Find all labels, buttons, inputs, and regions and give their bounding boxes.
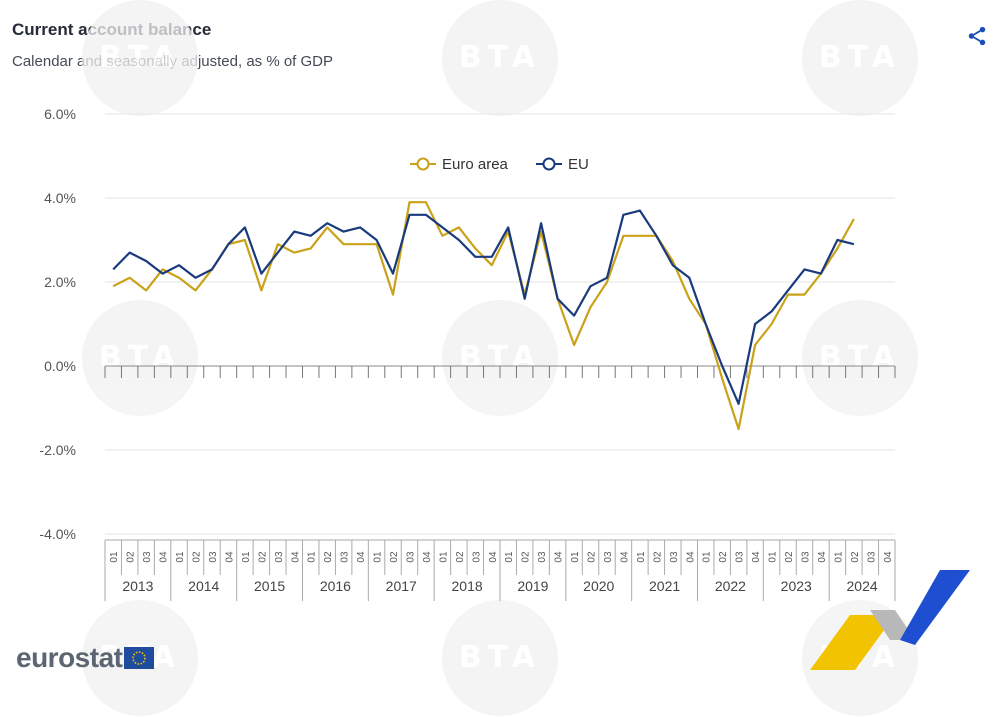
quarter-tick-label: 03 xyxy=(735,551,746,563)
quarter-tick-label: 02 xyxy=(850,551,861,563)
quarter-tick-label: 01 xyxy=(307,551,318,563)
quarter-tick-label: 01 xyxy=(636,551,647,563)
quarter-tick-label: 02 xyxy=(784,551,795,563)
eu-flag-icon xyxy=(124,647,155,669)
quarter-tick-label: 02 xyxy=(257,551,268,563)
quarter-tick-label: 04 xyxy=(159,551,170,563)
logo-text: eurostat xyxy=(16,642,123,673)
quarter-tick-label: 04 xyxy=(817,551,828,563)
year-tick-label: 2022 xyxy=(715,578,746,594)
y-tick-label: 4.0% xyxy=(44,190,76,206)
y-tick-label: 6.0% xyxy=(44,106,76,122)
year-tick-label: 2014 xyxy=(188,578,219,594)
quarter-tick-label: 02 xyxy=(192,551,203,563)
year-tick-label: 2013 xyxy=(122,578,153,594)
quarter-tick-label: 01 xyxy=(833,551,844,563)
year-tick-label: 2023 xyxy=(781,578,812,594)
watermark: BTA xyxy=(802,300,918,416)
year-tick-label: 2020 xyxy=(583,578,614,594)
quarter-tick-label: 01 xyxy=(570,551,581,563)
quarter-tick-label: 03 xyxy=(208,551,219,563)
year-tick-label: 2018 xyxy=(452,578,483,594)
quarter-tick-label: 04 xyxy=(751,551,762,563)
quarter-tick-label: 02 xyxy=(389,551,400,563)
quarter-tick-label: 04 xyxy=(224,551,235,563)
quarter-tick-label: 01 xyxy=(373,551,384,563)
quarter-tick-label: 03 xyxy=(471,551,482,563)
quarter-tick-label: 02 xyxy=(521,551,532,563)
quarter-tick-label: 02 xyxy=(718,551,729,563)
quarter-tick-label: 02 xyxy=(126,551,137,563)
quarter-tick-label: 04 xyxy=(422,551,433,563)
watermark: BTA xyxy=(442,600,558,716)
quarter-tick-label: 03 xyxy=(603,551,614,563)
quarter-tick-label: 03 xyxy=(405,551,416,563)
quarter-tick-label: 01 xyxy=(768,551,779,563)
y-tick-label: -4.0% xyxy=(39,526,76,542)
quarter-tick-label: 01 xyxy=(241,551,252,563)
quarter-tick-label: 04 xyxy=(488,551,499,563)
quarter-tick-label: 03 xyxy=(800,551,811,563)
legend-label: Euro area xyxy=(442,156,509,173)
quarter-tick-label: 01 xyxy=(702,551,713,563)
quarter-tick-label: 03 xyxy=(537,551,548,563)
quarter-tick-label: 02 xyxy=(587,551,598,563)
watermark: BTA xyxy=(802,0,918,116)
year-tick-label: 2016 xyxy=(320,578,351,594)
legend-label: EU xyxy=(568,156,589,173)
watermark: BTA xyxy=(442,0,558,116)
quarter-tick-label: 02 xyxy=(323,551,334,563)
year-tick-label: 2024 xyxy=(847,578,878,594)
y-tick-label: 2.0% xyxy=(44,274,76,290)
series-line-eu xyxy=(112,209,855,405)
quarter-tick-label: 04 xyxy=(356,551,367,563)
quarter-tick-label: 04 xyxy=(290,551,301,563)
share-icon[interactable] xyxy=(966,25,988,47)
quarter-tick-label: 02 xyxy=(652,551,663,563)
year-tick-label: 2021 xyxy=(649,578,680,594)
quarter-tick-label: 01 xyxy=(109,551,120,563)
year-tick-label: 2015 xyxy=(254,578,285,594)
year-tick-label: 2017 xyxy=(386,578,417,594)
quarter-tick-label: 04 xyxy=(554,551,565,563)
series-line-euro-area xyxy=(112,201,855,431)
quarter-tick-label: 04 xyxy=(883,551,894,563)
legend-symbol-marker xyxy=(542,157,556,171)
quarter-tick-label: 01 xyxy=(504,551,515,563)
year-tick-label: 2019 xyxy=(517,578,548,594)
quarter-tick-label: 03 xyxy=(340,551,351,563)
y-tick-label: 0.0% xyxy=(44,358,76,374)
watermark: BTA xyxy=(442,300,558,416)
quarter-tick-label: 03 xyxy=(669,551,680,563)
quarter-tick-label: 03 xyxy=(274,551,285,563)
quarter-tick-label: 04 xyxy=(685,551,696,563)
quarter-tick-label: 01 xyxy=(175,551,186,563)
quarter-tick-label: 03 xyxy=(142,551,153,563)
decorative-chevron-icon xyxy=(810,570,970,670)
eurostat-logo: eurostat xyxy=(16,642,155,674)
watermark: BTA xyxy=(82,0,198,116)
quarter-tick-label: 03 xyxy=(866,551,877,563)
watermark: BTA xyxy=(82,300,198,416)
y-tick-label: -2.0% xyxy=(39,442,76,458)
quarter-tick-label: 04 xyxy=(619,551,630,563)
quarter-tick-label: 02 xyxy=(455,551,466,563)
quarter-tick-label: 01 xyxy=(438,551,449,563)
legend-symbol-marker xyxy=(416,157,430,171)
